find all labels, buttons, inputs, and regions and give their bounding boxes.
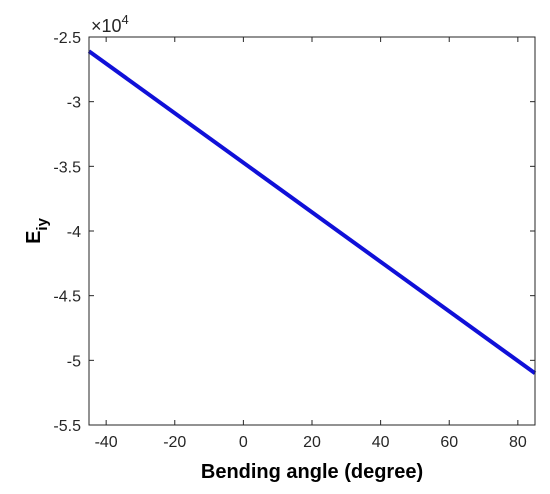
y-tick-label: -5	[67, 353, 81, 370]
x-tick-label: 20	[303, 434, 321, 451]
x-tick-label: 0	[239, 434, 248, 451]
x-tick-label: -20	[163, 434, 186, 451]
series-layer	[87, 49, 537, 375]
x-axis-ticks: -40 -20 0 20 40 60 80	[95, 37, 527, 451]
x-axis-label: Bending angle (degree)	[201, 461, 423, 483]
y-tick-label: -5.5	[53, 418, 81, 435]
y-tick-label: -3.5	[53, 159, 81, 176]
x-tick-label: 80	[509, 434, 527, 451]
plot-area	[89, 37, 535, 425]
y-axis-ticks: -2.5 -3 -3.5 -4 -4.5 -5 -5.5	[53, 30, 535, 435]
x-tick-label: 60	[440, 434, 458, 451]
y-multiplier-base: ×10	[91, 16, 122, 36]
x-tick-label: -40	[95, 434, 118, 451]
x-tick-label: 40	[372, 434, 390, 451]
y-tick-label: -4	[67, 224, 81, 241]
y-multiplier-exponent: 4	[122, 12, 129, 27]
y-tick-label: -3	[67, 95, 81, 112]
y-axis-label: Eiy	[23, 217, 51, 244]
y-axis-label-main: E	[23, 231, 45, 244]
y-axis-label-subscript: iy	[34, 217, 51, 230]
y-tick-label: -4.5	[53, 289, 81, 306]
y-multiplier: ×104	[91, 12, 129, 36]
y-tick-label: -2.5	[53, 30, 81, 47]
series-line-0	[87, 49, 537, 375]
